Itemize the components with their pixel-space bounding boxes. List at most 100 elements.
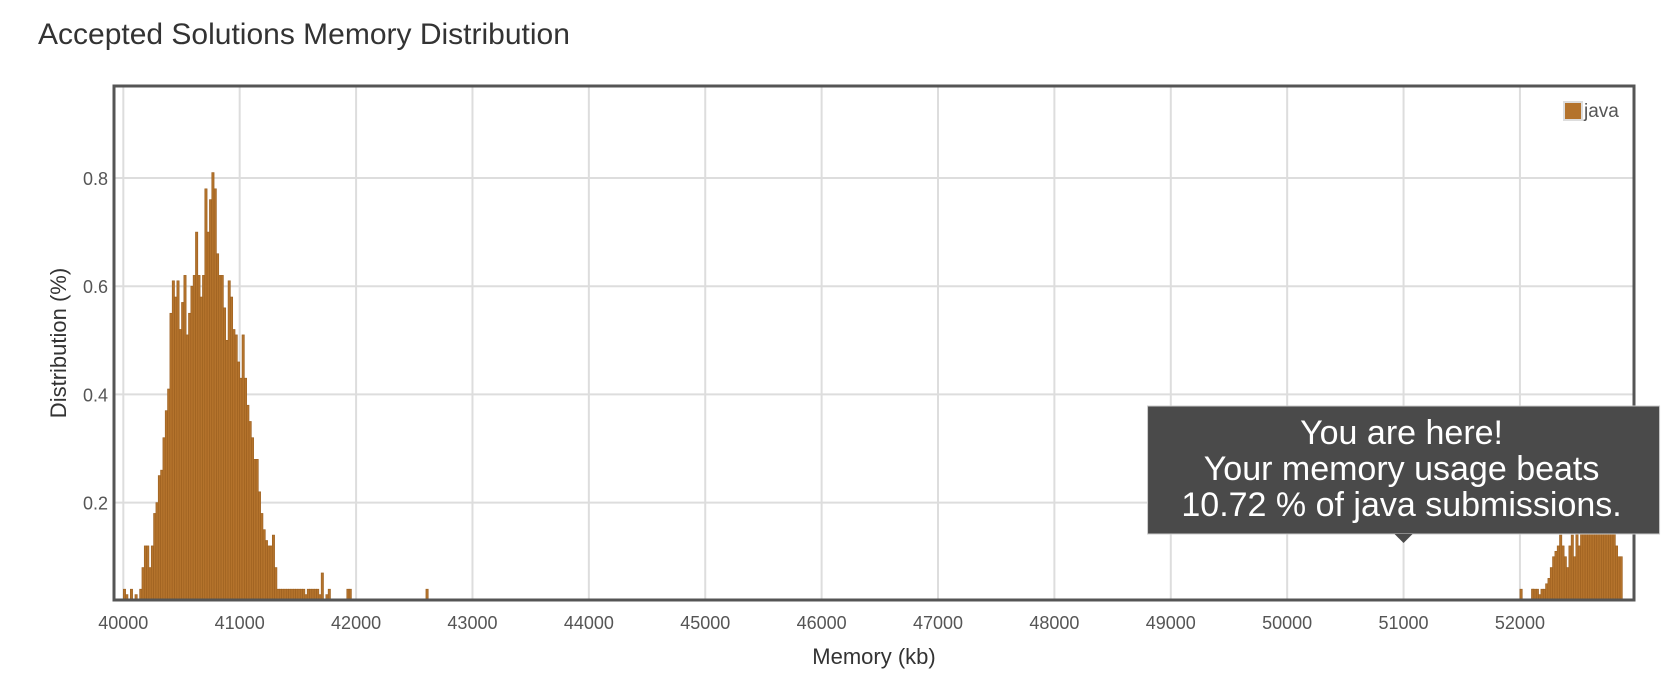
histogram-bar[interactable] <box>188 312 192 601</box>
histogram-bar[interactable] <box>1566 567 1570 601</box>
histogram-bar[interactable] <box>281 588 285 601</box>
histogram-bar[interactable] <box>232 329 236 601</box>
histogram-bar[interactable] <box>267 545 271 601</box>
histogram-bar[interactable] <box>302 588 306 601</box>
histogram-bar[interactable] <box>169 312 173 601</box>
histogram-bar[interactable] <box>1584 523 1588 601</box>
histogram-bar[interactable] <box>1559 534 1563 601</box>
histogram-bar[interactable] <box>1519 588 1523 601</box>
histogram-bar[interactable] <box>348 588 352 601</box>
histogram-bar[interactable] <box>197 275 201 601</box>
histogram-bar[interactable] <box>1573 556 1577 601</box>
histogram-bar[interactable] <box>313 588 317 601</box>
histogram-bar[interactable] <box>1549 567 1553 601</box>
histogram-bar[interactable] <box>213 188 217 601</box>
histogram-bar[interactable] <box>218 275 222 601</box>
histogram-bar[interactable] <box>327 588 331 601</box>
histogram-bar[interactable] <box>288 588 292 601</box>
histogram-bar[interactable] <box>1556 545 1560 601</box>
histogram-bar[interactable] <box>185 334 189 601</box>
histogram-bar[interactable] <box>162 437 166 601</box>
histogram-bar[interactable] <box>148 567 152 601</box>
histogram-bar[interactable] <box>1570 534 1574 601</box>
histogram-bar[interactable] <box>292 588 296 601</box>
histogram-bar[interactable] <box>306 588 310 601</box>
histogram-bar[interactable] <box>253 459 257 601</box>
histogram-bar[interactable] <box>192 275 196 601</box>
histogram-bar[interactable] <box>129 588 133 601</box>
histogram-bar[interactable] <box>1542 588 1546 601</box>
histogram-bar[interactable] <box>262 529 266 601</box>
legend-label-java[interactable]: java <box>1583 101 1619 122</box>
histogram-bar[interactable] <box>181 302 185 601</box>
histogram-bar[interactable] <box>237 361 240 601</box>
histogram-bar[interactable] <box>209 199 213 601</box>
histogram-bar[interactable] <box>251 437 254 601</box>
histogram-bar[interactable] <box>271 534 275 601</box>
histogram-bar[interactable] <box>311 588 315 601</box>
histogram-bar[interactable] <box>1577 545 1581 601</box>
histogram-bar[interactable] <box>248 421 252 601</box>
histogram-bar[interactable] <box>1547 578 1551 601</box>
histogram-bar[interactable] <box>150 545 154 601</box>
histogram-bar[interactable] <box>143 545 147 601</box>
histogram-bar[interactable] <box>190 285 194 601</box>
legend[interactable]: java <box>1563 101 1619 122</box>
histogram-bar[interactable] <box>274 567 278 601</box>
histogram-bar[interactable] <box>297 588 301 601</box>
histogram-bar[interactable] <box>167 388 171 601</box>
histogram-bar[interactable] <box>299 588 303 601</box>
histogram-bar[interactable] <box>227 280 231 601</box>
histogram-bar[interactable] <box>1615 545 1619 601</box>
histogram-bar[interactable] <box>1533 588 1537 601</box>
histogram-bar[interactable] <box>223 307 227 601</box>
histogram-bar[interactable] <box>295 588 299 601</box>
histogram-bar[interactable] <box>1619 556 1623 601</box>
histogram-bar[interactable] <box>204 188 208 601</box>
histogram-bar[interactable] <box>202 275 206 601</box>
histogram-bar[interactable] <box>1575 523 1579 601</box>
histogram-bar[interactable] <box>211 172 215 601</box>
histogram-bar[interactable] <box>1568 545 1572 601</box>
histogram-bar[interactable] <box>139 588 143 601</box>
histogram-bar[interactable] <box>1531 588 1535 601</box>
legend-swatch-java[interactable] <box>1563 101 1583 121</box>
histogram-bar[interactable] <box>1563 556 1567 601</box>
histogram-bar[interactable] <box>244 377 247 601</box>
histogram-bar[interactable] <box>1612 523 1616 601</box>
histogram-bar[interactable] <box>1545 583 1549 601</box>
histogram-bar[interactable] <box>157 475 161 601</box>
histogram-bar[interactable] <box>276 588 280 601</box>
histogram-bar[interactable] <box>425 588 429 601</box>
histogram-bar[interactable] <box>309 588 313 601</box>
histogram-bar[interactable] <box>206 231 210 601</box>
histogram-bar[interactable] <box>278 588 282 601</box>
histogram-bar[interactable] <box>269 545 273 601</box>
histogram-bar[interactable] <box>260 513 264 601</box>
histogram-bar[interactable] <box>234 334 238 601</box>
histogram-bar[interactable] <box>285 588 289 601</box>
histogram-bar[interactable] <box>141 567 145 601</box>
histogram-bar[interactable] <box>246 404 250 601</box>
histogram-bar[interactable] <box>241 334 245 601</box>
histogram-bar[interactable] <box>155 502 159 601</box>
histogram-bar[interactable] <box>1561 545 1565 601</box>
histogram-bar[interactable] <box>320 572 324 601</box>
histogram-bar[interactable] <box>255 459 259 601</box>
histogram-bar[interactable] <box>164 410 168 601</box>
histogram-bar[interactable] <box>220 275 224 601</box>
histogram-bar[interactable] <box>195 231 199 601</box>
histogram-bar[interactable] <box>174 296 178 601</box>
histogram-bar[interactable] <box>239 377 243 601</box>
histogram-bar[interactable] <box>216 253 220 601</box>
histogram-bar[interactable] <box>265 540 268 601</box>
histogram-bar[interactable] <box>1554 551 1558 601</box>
histogram-bar[interactable] <box>1617 556 1621 601</box>
histogram-bar[interactable] <box>230 296 234 601</box>
histogram-bar[interactable] <box>199 296 203 601</box>
histogram-bar[interactable] <box>176 280 180 601</box>
histogram-bar[interactable] <box>146 545 150 601</box>
histogram-bar[interactable] <box>290 588 294 601</box>
histogram-bar[interactable] <box>225 339 229 601</box>
histogram-bar[interactable] <box>153 513 157 601</box>
